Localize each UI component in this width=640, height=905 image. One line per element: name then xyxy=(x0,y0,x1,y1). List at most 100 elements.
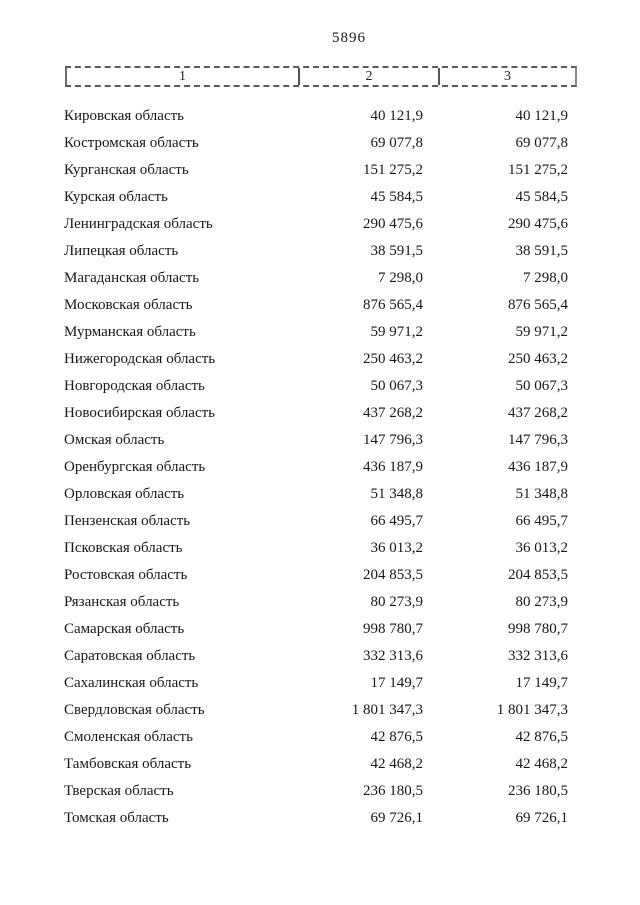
value-col2-cell: 436 187,9 xyxy=(363,459,423,475)
table-row: Саратовская область 332 313,6 332 313,6 xyxy=(0,643,640,670)
region-name-cell: Ростовская область xyxy=(64,567,188,583)
table-row: Свердловская область 1 801 347,3 1 801 3… xyxy=(0,697,640,724)
value-col3-cell: 38 591,5 xyxy=(515,243,569,259)
value-col2-cell: 876 565,4 xyxy=(363,297,423,313)
value-col2-cell: 147 796,3 xyxy=(363,432,423,448)
value-col3-cell: 436 187,9 xyxy=(508,459,568,475)
region-name-cell: Костромская область xyxy=(64,135,199,151)
value-col3-cell: 59 971,2 xyxy=(515,324,569,340)
table-body: Кировская область 40 121,9 40 121,9 Кост… xyxy=(0,103,640,832)
region-name-cell: Курганская область xyxy=(64,162,189,178)
region-name-cell: Липецкая область xyxy=(64,243,179,259)
region-name-cell: Магаданская область xyxy=(64,270,200,286)
table-row: Магаданская область 7 298,0 7 298,0 xyxy=(0,265,640,292)
table-row: Самарская область 998 780,7 998 780,7 xyxy=(0,616,640,643)
table-row: Смоленская область 42 876,5 42 876,5 xyxy=(0,724,640,751)
region-name-cell: Тверская область xyxy=(64,783,174,799)
value-col2-cell: 45 584,5 xyxy=(370,189,424,205)
value-col2-cell: 437 268,2 xyxy=(363,405,423,421)
table-row: Курганская область 151 275,2 151 275,2 xyxy=(0,157,640,184)
table-row: Оренбургская область 436 187,9 436 187,9 xyxy=(0,454,640,481)
region-name-cell: Псковская область xyxy=(64,540,183,556)
table-header-col2: 2 xyxy=(298,68,438,85)
table-header-col1: 1 xyxy=(179,68,186,84)
table-row: Костромская область 69 077,8 69 077,8 xyxy=(0,130,640,157)
value-col3-cell: 7 298,0 xyxy=(523,270,568,286)
table-row: Тамбовская область 42 468,2 42 468,2 xyxy=(0,751,640,778)
region-name-cell: Оренбургская область xyxy=(64,459,206,475)
table-header-row: 1 2 3 xyxy=(65,66,577,87)
value-col2-cell: 69 077,8 xyxy=(370,135,424,151)
table-row: Мурманская область 59 971,2 59 971,2 xyxy=(0,319,640,346)
region-name-cell: Новосибирская область xyxy=(64,405,216,421)
value-col3-cell: 36 013,2 xyxy=(515,540,569,556)
table-row: Липецкая область 38 591,5 38 591,5 xyxy=(0,238,640,265)
value-col3-cell: 51 348,8 xyxy=(515,486,569,502)
region-name-cell: Рязанская область xyxy=(64,594,180,610)
value-col2-cell: 66 495,7 xyxy=(370,513,424,529)
table-row: Рязанская область 80 273,9 80 273,9 xyxy=(0,589,640,616)
region-name-cell: Ленинградская область xyxy=(64,216,213,232)
region-name-cell: Тамбовская область xyxy=(64,756,192,772)
value-col2-cell: 998 780,7 xyxy=(363,621,423,637)
value-col2-cell: 236 180,5 xyxy=(363,783,423,799)
value-col2-cell: 332 313,6 xyxy=(363,648,423,664)
value-col2-cell: 204 853,5 xyxy=(363,567,423,583)
region-name-cell: Томская область xyxy=(64,810,169,826)
table-row: Ростовская область 204 853,5 204 853,5 xyxy=(0,562,640,589)
value-col2-cell: 40 121,9 xyxy=(370,108,424,124)
table-row: Ленинградская область 290 475,6 290 475,… xyxy=(0,211,640,238)
value-col2-cell: 250 463,2 xyxy=(363,351,423,367)
value-col2-cell: 51 348,8 xyxy=(370,486,424,502)
table-row: Псковская область 36 013,2 36 013,2 xyxy=(0,535,640,562)
region-name-cell: Пензенская область xyxy=(64,513,191,529)
value-col3-cell: 42 876,5 xyxy=(515,729,569,745)
value-col2-cell: 290 475,6 xyxy=(363,216,423,232)
value-col3-cell: 17 149,7 xyxy=(515,675,569,691)
value-col3-cell: 998 780,7 xyxy=(508,621,568,637)
value-col3-cell: 290 475,6 xyxy=(508,216,568,232)
table-row: Московская область 876 565,4 876 565,4 xyxy=(0,292,640,319)
value-col3-cell: 40 121,9 xyxy=(515,108,569,124)
table-row: Кировская область 40 121,9 40 121,9 xyxy=(0,103,640,130)
value-col2-cell: 69 726,1 xyxy=(370,810,424,826)
page-number: 5896 xyxy=(332,30,366,46)
value-col3-cell: 1 801 347,3 xyxy=(496,702,568,718)
table-row: Омская область 147 796,3 147 796,3 xyxy=(0,427,640,454)
value-col3-cell: 69 077,8 xyxy=(515,135,569,151)
region-name-cell: Нижегородская область xyxy=(64,351,216,367)
table-row: Тверская область 236 180,5 236 180,5 xyxy=(0,778,640,805)
value-col3-cell: 332 313,6 xyxy=(508,648,568,664)
region-name-cell: Орловская область xyxy=(64,486,185,502)
value-col2-cell: 42 876,5 xyxy=(370,729,424,745)
value-col2-cell: 50 067,3 xyxy=(370,378,424,394)
table-row: Нижегородская область 250 463,2 250 463,… xyxy=(0,346,640,373)
value-col3-cell: 45 584,5 xyxy=(515,189,569,205)
table-row: Томская область 69 726,1 69 726,1 xyxy=(0,805,640,832)
value-col3-cell: 66 495,7 xyxy=(515,513,569,529)
table-row: Сахалинская область 17 149,7 17 149,7 xyxy=(0,670,640,697)
value-col2-cell: 80 273,9 xyxy=(370,594,424,610)
region-name-cell: Саратовская область xyxy=(64,648,196,664)
value-col2-cell: 7 298,0 xyxy=(378,270,423,286)
table-row: Курская область 45 584,5 45 584,5 xyxy=(0,184,640,211)
region-name-cell: Курская область xyxy=(64,189,168,205)
value-col2-cell: 151 275,2 xyxy=(363,162,423,178)
table-header-col3: 3 xyxy=(438,68,575,85)
value-col3-cell: 437 268,2 xyxy=(508,405,568,421)
value-col3-cell: 151 275,2 xyxy=(508,162,568,178)
region-name-cell: Самарская область xyxy=(64,621,185,637)
table-row: Орловская область 51 348,8 51 348,8 xyxy=(0,481,640,508)
region-name-cell: Новгородская область xyxy=(64,378,205,394)
value-col3-cell: 147 796,3 xyxy=(508,432,568,448)
value-col3-cell: 876 565,4 xyxy=(508,297,568,313)
value-col2-cell: 38 591,5 xyxy=(370,243,424,259)
value-col2-cell: 17 149,7 xyxy=(370,675,424,691)
value-col2-cell: 59 971,2 xyxy=(370,324,424,340)
value-col3-cell: 204 853,5 xyxy=(508,567,568,583)
value-col2-cell: 42 468,2 xyxy=(370,756,424,772)
table-row: Пензенская область 66 495,7 66 495,7 xyxy=(0,508,640,535)
region-name-cell: Свердловская область xyxy=(64,702,205,718)
region-name-cell: Омская область xyxy=(64,432,165,448)
